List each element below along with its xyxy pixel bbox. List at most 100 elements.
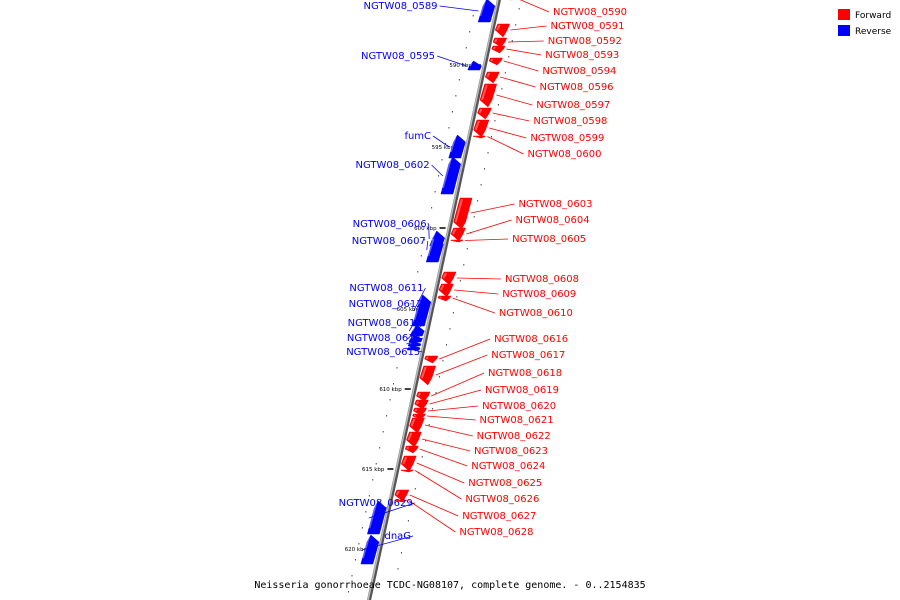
leader-line-forward <box>424 424 473 437</box>
gene-label-reverse: dnaG <box>384 531 411 542</box>
leader-line-reverse <box>406 337 424 345</box>
leader-line-reverse <box>439 5 479 12</box>
gene-labels: NGTW08_0590 NGTW08_0591 NGTW08_0592 NGTW08_… <box>339 0 627 551</box>
gene-forward-ngtw08-0592-shade <box>494 38 498 43</box>
gene-forward-ngtw08-0605 <box>450 239 464 243</box>
gene-reverse-ngtw08-0611-shade <box>413 296 422 321</box>
gene-forward-ngtw08-0626 <box>400 469 414 473</box>
leader-line-forward <box>489 127 527 139</box>
gene-forward-ngtw08-0618 <box>416 391 431 402</box>
gene-features <box>360 0 512 565</box>
gene-reverse-ngtw08-0613-shade <box>410 336 414 340</box>
gene-forward-ngtw08-0592 <box>492 37 508 48</box>
kbp-tick-label: 600 kbp <box>414 226 437 232</box>
gene-forward-ngtw08-0597-shade <box>481 84 488 101</box>
leader-line-forward <box>519 0 550 13</box>
gene-label-forward: NGTW08_0605 <box>512 234 586 245</box>
leader-line-forward <box>416 462 465 484</box>
gene-label-forward: NGTW08_0627 <box>462 511 536 522</box>
gene-reverse-ngtw08-0595-shade <box>468 62 473 67</box>
genome-title: Neisseria gonorrhoeae TCDC-NG08107, comp… <box>254 580 645 591</box>
gene-forward-ngtw08-0622-shade <box>410 418 416 427</box>
gene-forward-ngtw08-0603 <box>453 197 473 230</box>
kbp-tick-label: 605 kbp <box>397 307 420 313</box>
leader-line-reverse <box>431 164 444 177</box>
gene-label-reverse: NGTW08_0614 <box>347 333 421 344</box>
gene-forward-ngtw08-0617-shade <box>420 366 427 379</box>
gene-reverse-ngtw08-0629 <box>367 500 387 535</box>
leader-line-reverse <box>432 135 450 148</box>
gene-label-forward: NGTW08_0590 <box>553 7 627 18</box>
gene-forward-ngtw08-0620 <box>413 407 428 416</box>
gene-reverse-ngtw08-0589-shade <box>479 0 486 17</box>
gene-label-forward: NGTW08_0620 <box>482 401 556 412</box>
gene-label-forward: NGTW08_0619 <box>485 385 559 396</box>
gene-label-reverse: NGTW08_0615 <box>346 347 420 358</box>
gene-forward-ngtw08-0599 <box>473 119 490 138</box>
gene-reverse-ngtw08-0614-shade <box>409 342 412 345</box>
leader-line-forward <box>435 354 488 376</box>
gene-forward-ngtw08-0628 <box>394 499 408 503</box>
minor-ticks <box>348 8 520 593</box>
gene-forward-ngtw08-0598 <box>477 107 492 120</box>
leader-line-forward <box>492 112 530 122</box>
gene-forward-ngtw08-0599-shade <box>474 120 480 131</box>
leader-line-reverse <box>428 223 430 240</box>
gene-forward-ngtw08-0620-shade <box>414 408 418 412</box>
gene-label-forward: NGTW08_0610 <box>499 308 573 319</box>
gene-label-reverse: NGTW08_0629 <box>339 498 413 509</box>
leader-line-forward <box>456 277 501 280</box>
gene-forward-ngtw08-0623 <box>406 431 422 448</box>
kbp-tick-label: 590 kbp <box>449 63 472 69</box>
gene-label-forward: NGTW08_0616 <box>494 334 568 345</box>
gene-reverse-ngtw08-0607-shade <box>427 238 435 257</box>
leader-line-forward <box>470 203 515 214</box>
gene-forward-ngtw08-0623-shade <box>407 432 413 441</box>
leader-line-forward <box>510 25 547 31</box>
gene-forward-ngtw08-0604-shade <box>452 228 457 235</box>
leader-line-forward <box>454 289 499 295</box>
gene-forward-ngtw08-0600 <box>472 135 486 139</box>
gene-forward-ngtw08-0596 <box>484 71 500 84</box>
gene-forward-ngtw08-0596-shade <box>486 72 491 78</box>
gene-label-forward: NGTW08_0608 <box>505 274 579 285</box>
gene-label-forward: NGTW08_0592 <box>548 36 622 47</box>
gene-forward-ngtw08-0617 <box>419 365 437 386</box>
legend: Forward Reverse <box>838 9 892 37</box>
gene-forward-ngtw08-0610 <box>437 295 452 302</box>
leader-line-reverse <box>368 502 415 519</box>
gene-forward-ngtw08-0591-shade <box>496 24 501 31</box>
gene-forward-ngtw08-0593 <box>491 45 506 54</box>
kbp-tick-label: 610 kbp <box>379 387 402 393</box>
gene-reverse-dnag <box>360 534 380 565</box>
gene-forward-ngtw08-0621-shade <box>413 414 417 417</box>
kbp-tick-label: 615 kbp <box>362 467 385 473</box>
gene-forward-ngtw08-0603-shade <box>454 198 464 223</box>
gene-label-reverse: NGTW08_0602 <box>356 160 430 171</box>
legend-label-reverse: Reverse <box>855 27 892 37</box>
gene-forward-ngtw08-0619-shade <box>415 400 420 405</box>
gene-label-reverse: NGTW08_0611 <box>349 283 423 294</box>
gene-forward-ngtw08-0591 <box>494 23 511 38</box>
leader-line-forward <box>466 219 512 235</box>
leader-line-forward <box>426 415 476 421</box>
gene-reverse-ngtw08-0612-shade <box>411 326 416 332</box>
leader-line-forward <box>500 76 536 88</box>
gene-reverse-ngtw08-0602 <box>440 156 462 195</box>
gene-label-forward: NGTW08_0625 <box>468 478 542 489</box>
gene-reverse-ngtw08-0595 <box>467 60 482 71</box>
leader-line-forward <box>464 238 509 241</box>
gene-label-forward: NGTW08_0622 <box>477 431 551 442</box>
leader-line-forward <box>419 448 468 467</box>
gene-reverse-fumc-shade <box>449 136 457 153</box>
gene-forward-ngtw08-0594-shade <box>490 58 494 62</box>
leader-line-forward <box>409 494 459 517</box>
gene-label-forward: NGTW08_0624 <box>471 461 545 472</box>
gene-forward-ngtw08-0627-shade <box>395 490 400 496</box>
gene-reverse-dnag-shade <box>361 536 370 559</box>
gene-forward-ngtw08-0593-shade <box>492 46 496 50</box>
gene-reverse-ngtw08-0629-shade <box>368 502 378 529</box>
gene-label-reverse: NGTW08_0607 <box>352 236 426 247</box>
gene-label-forward: NGTW08_0628 <box>459 527 533 538</box>
